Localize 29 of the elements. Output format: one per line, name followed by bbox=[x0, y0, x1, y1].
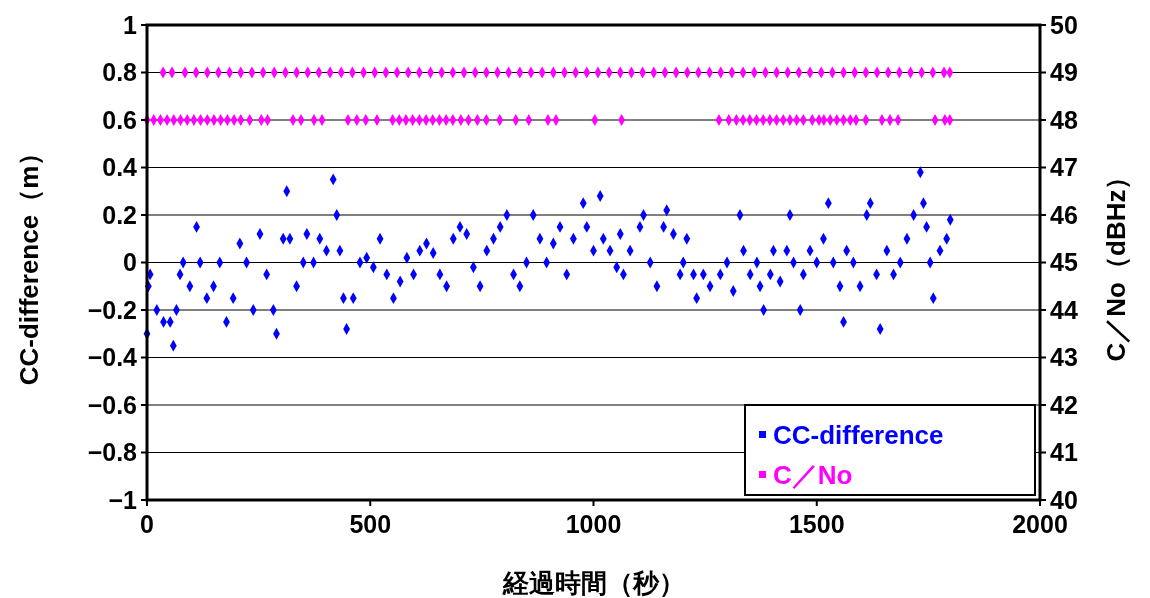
y-tick-label: 0 bbox=[123, 248, 137, 277]
legend-label: C／No bbox=[773, 460, 853, 491]
y2-axis-title: C／No（dBHz） bbox=[1101, 163, 1131, 362]
y2-tick-label: 48 bbox=[1050, 105, 1078, 134]
y-tick-label: −0.6 bbox=[87, 390, 137, 419]
y-tick-label: 0.2 bbox=[102, 200, 137, 229]
y2-tick-label: 41 bbox=[1050, 438, 1078, 467]
y2-tick-label: 45 bbox=[1050, 248, 1078, 277]
x-axis-title: 経過時間（秒） bbox=[501, 568, 685, 598]
y2-tick-label: 43 bbox=[1050, 343, 1078, 372]
y2-tick-label: 46 bbox=[1050, 200, 1078, 229]
legend-label: CC-difference bbox=[773, 420, 944, 451]
y-tick-label: 0.8 bbox=[102, 58, 138, 87]
y2-tick-label: 49 bbox=[1050, 58, 1078, 87]
y-tick-label: −0.8 bbox=[87, 438, 138, 467]
y-tick-label: −0.2 bbox=[87, 295, 137, 324]
y-axis-title: CC-difference（m） bbox=[14, 139, 44, 386]
y-tick-label: 0.4 bbox=[102, 153, 138, 182]
y-tick-label: 0.6 bbox=[102, 105, 137, 134]
x-tick-label: 1000 bbox=[565, 510, 622, 538]
y2-tick-label: 50 bbox=[1050, 10, 1078, 39]
y-tick-label: −0.4 bbox=[87, 343, 138, 372]
y2-tick-label: 47 bbox=[1050, 153, 1078, 182]
x-tick-label: 1500 bbox=[788, 510, 845, 538]
y-tick-label: −1 bbox=[108, 485, 138, 514]
y2-tick-label: 42 bbox=[1050, 390, 1078, 419]
y2-tick-label: 44 bbox=[1050, 295, 1078, 324]
x-tick-label: 500 bbox=[349, 510, 392, 538]
y-tick-label: 1 bbox=[123, 10, 138, 39]
